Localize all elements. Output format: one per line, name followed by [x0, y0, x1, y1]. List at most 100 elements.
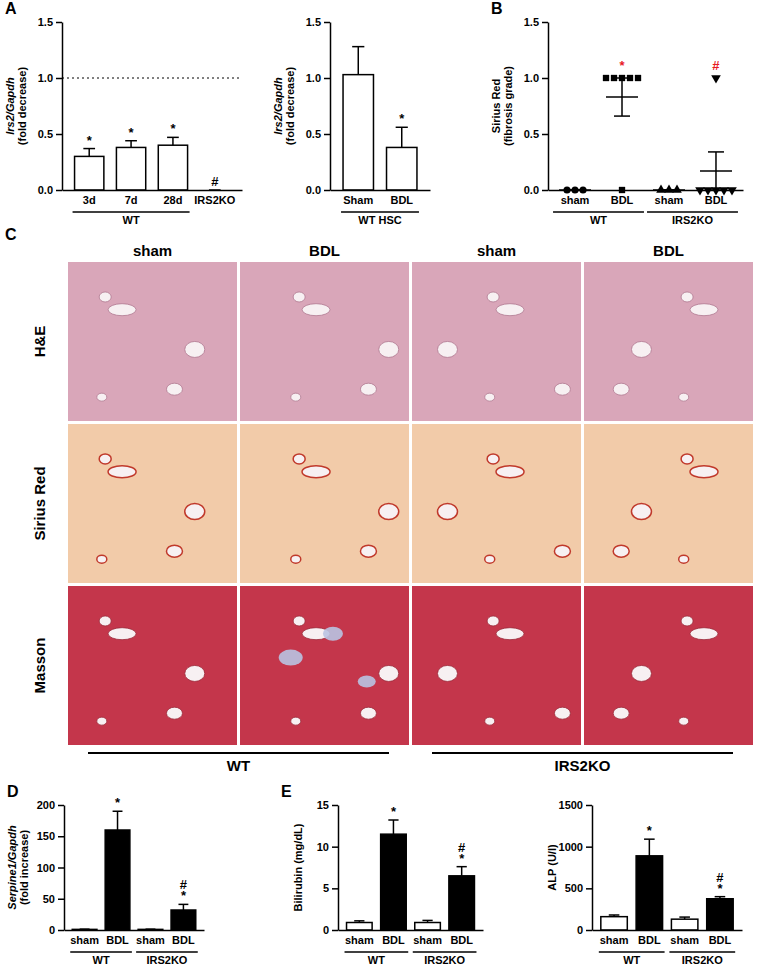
error-bar: [354, 921, 364, 923]
error-bar: [457, 867, 467, 876]
row-label: Sirius Red: [31, 466, 48, 540]
vessel: [679, 393, 689, 401]
panel-label: B: [491, 0, 503, 17]
x-tick: sham: [345, 934, 374, 946]
error-bar: [715, 897, 726, 899]
y-tick-label: 0.5: [524, 128, 539, 140]
y-tick-mark: [56, 78, 62, 80]
collagen-patch: [358, 675, 376, 687]
error-bar: [396, 127, 408, 147]
vessel: [293, 292, 305, 302]
y-tick-label: 500: [565, 882, 583, 894]
panel-label: D: [7, 783, 19, 800]
tile-background: [412, 586, 581, 745]
error-bar: [167, 137, 179, 145]
y-tick-mark: [56, 190, 62, 192]
vessel: [437, 665, 457, 681]
error-cap: [457, 866, 467, 868]
axis-line: [549, 190, 744, 192]
y-tick-mark: [332, 846, 338, 848]
tile-background: [68, 262, 237, 421]
reference-line: [62, 78, 242, 79]
x-tick: IRS2KO: [194, 194, 235, 206]
x-tick-label: BDL: [382, 934, 405, 946]
vessel: [485, 393, 495, 401]
point: [711, 75, 721, 83]
vessel: [496, 466, 524, 478]
y-tick-label: 0: [577, 924, 583, 936]
error-bar: [125, 141, 137, 148]
vessel: [554, 383, 570, 395]
error-stem: [401, 127, 403, 147]
panel-c: CshamBDLshamBDLH&ESirius RedMassonWTIRS2…: [5, 226, 753, 774]
error-stem: [715, 152, 717, 190]
y-tick: 0: [323, 924, 338, 936]
y-tick-mark: [324, 190, 330, 192]
error-cap: [178, 904, 188, 906]
chart: 0.00.51.01.5shamBDLshamBDLWTIRS2KOSirius…: [490, 0, 744, 226]
figure: 0.00.51.01.53d7d28dIRS2KOWTIrs2/Gapdh(fo…: [0, 0, 757, 980]
y-tick-mark: [324, 22, 330, 24]
error-cap: [388, 819, 398, 821]
vessel: [360, 707, 376, 719]
error-bar: [644, 839, 655, 856]
vessel: [679, 555, 689, 563]
y-tick: 1000: [559, 841, 592, 853]
x-tick: BDL: [172, 934, 195, 946]
y-tick-label: 1000: [559, 841, 583, 853]
annotation: *: [170, 121, 176, 136]
x-tick: 28d: [163, 194, 182, 206]
image-tile: [68, 424, 237, 583]
x-tick: BDL: [382, 934, 405, 946]
tile-background: [584, 424, 753, 583]
y-tick-label: 50: [43, 893, 55, 905]
x-tick-label: sham: [561, 194, 590, 206]
x-tick: BDL: [638, 934, 661, 946]
y-tick-mark: [542, 134, 548, 136]
x-tick-label: sham: [136, 934, 165, 946]
error-bar: [609, 915, 620, 917]
vessel: [690, 466, 718, 478]
group-label: WT: [227, 757, 250, 774]
y-tick-mark: [324, 134, 330, 136]
group-label: IRS2KO: [682, 954, 723, 966]
group-line: [88, 752, 389, 754]
collagen-patch: [279, 650, 303, 666]
vessel: [681, 616, 693, 626]
image-tile: [412, 424, 581, 583]
x-tick: BDL: [106, 934, 129, 946]
group-line: [647, 211, 738, 213]
panel-label: A: [5, 0, 17, 17]
vessel: [613, 707, 629, 719]
point: [664, 184, 674, 192]
x-tick: 3d: [83, 194, 96, 206]
bar: [449, 876, 475, 930]
y-tick-label: 0.5: [306, 128, 321, 140]
y-axis: 050100150200: [37, 799, 65, 936]
tile-background: [584, 586, 753, 745]
y-tick-mark: [542, 22, 548, 24]
group-label: WT: [623, 954, 640, 966]
x-tick-label: BDL: [705, 194, 728, 206]
error-stem: [130, 141, 132, 148]
group-label: IRS2KO: [672, 214, 713, 226]
x-tick: BDL: [450, 934, 473, 946]
x-tick-label: 7d: [125, 194, 138, 206]
group-line: [341, 211, 419, 213]
y-tick: 0: [49, 924, 64, 936]
error-bar: [178, 904, 188, 910]
y-tick-label: 1.5: [38, 16, 53, 28]
y-tick: 0.0: [524, 184, 548, 196]
y-tick: 150: [37, 830, 64, 842]
vessel: [379, 341, 399, 357]
y-axis-label: Irs2/Gapdh: [4, 77, 16, 135]
error-bar: [352, 47, 364, 75]
error-stem: [117, 811, 119, 830]
marks: [62, 78, 242, 190]
error-bar: [388, 820, 398, 834]
vessel: [631, 341, 651, 357]
y-tick-label: 100: [37, 862, 55, 874]
row-label: Masson: [31, 638, 48, 694]
error-cap: [83, 148, 95, 150]
y-tick-mark: [58, 930, 64, 932]
